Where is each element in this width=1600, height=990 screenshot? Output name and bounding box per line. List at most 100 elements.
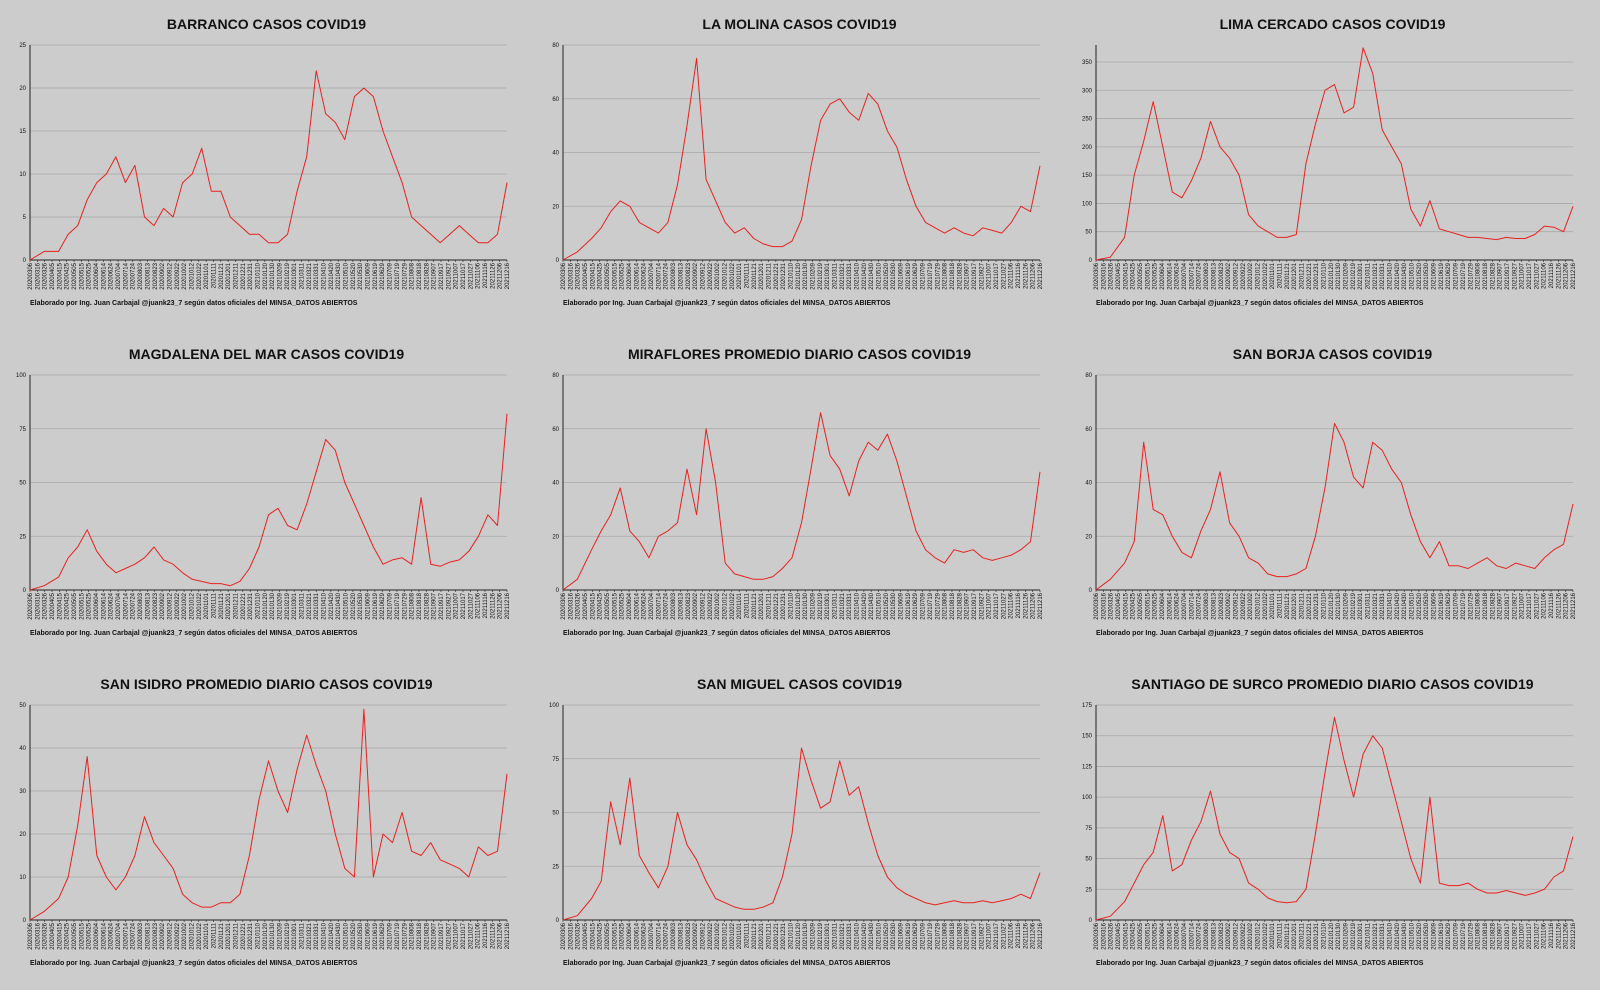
x-tick-label: 20210629	[380, 262, 386, 289]
x-tick-label: 20200306	[1094, 922, 1100, 949]
y-tick-label: 50	[1085, 857, 1092, 863]
x-tick-label: 20200614	[1167, 922, 1173, 949]
x-tick-label: 20200306	[1094, 592, 1100, 619]
x-tick-label: 20200415	[57, 262, 63, 289]
x-tick-label: 20210321	[307, 592, 313, 619]
x-tick-label: 20201221	[774, 592, 780, 619]
x-tick-label: 20200922	[708, 592, 714, 619]
x-tick-label: 20200405	[50, 592, 56, 619]
chart-title: LIMA CERCADO CASOS COVID19	[1219, 16, 1446, 32]
x-tick-label: 20210110	[1321, 592, 1327, 619]
x-tick-label: 20210927	[1512, 922, 1518, 949]
x-tick-label: 20200326	[1109, 262, 1115, 289]
x-tick-label: 20210331	[314, 262, 320, 289]
x-tick-label: 20200425	[1131, 922, 1137, 949]
x-tick-label: 20200515	[79, 592, 85, 619]
x-tick-label: 20200515	[612, 922, 618, 949]
x-tick-label: 20201121	[752, 922, 758, 949]
x-tick-label: 20210301	[292, 262, 298, 289]
x-tick-label: 20211216	[1571, 262, 1577, 289]
x-tick-label: 20210110	[788, 922, 794, 949]
x-tick-label: 20201121	[1285, 262, 1291, 289]
x-tick-label: 20200704	[116, 262, 122, 289]
x-tick-label: 20210209	[278, 592, 284, 619]
x-tick-label: 20200714	[1189, 922, 1195, 949]
x-tick-label: 20211206	[498, 922, 504, 949]
x-tick-label: 20200425	[598, 262, 604, 289]
x-tick-label: 20210130	[270, 592, 276, 619]
y-tick-label: 25	[552, 864, 559, 870]
y-tick-label: 10	[19, 172, 26, 178]
x-tick-label: 20200525	[620, 922, 626, 949]
x-tick-label: 20211007	[454, 592, 460, 619]
x-tick-label: 20200316	[35, 262, 41, 289]
x-tick-label: 20200912	[1233, 262, 1239, 289]
x-tick-label: 20200624	[1175, 262, 1181, 289]
x-tick-label: 20200604	[94, 922, 100, 949]
x-tick-label: 20200505	[72, 262, 78, 289]
x-tick-label: 20201022	[730, 262, 736, 289]
x-tick-label: 20210619	[1439, 922, 1445, 949]
x-tick-label: 20200704	[116, 592, 122, 619]
x-tick-label: 20211017	[461, 262, 467, 289]
y-tick-label: 40	[552, 481, 559, 487]
x-tick-label: 20200704	[116, 922, 122, 949]
x-tick-label: 20200922	[175, 262, 181, 289]
x-tick-label: 20211126	[1023, 592, 1029, 618]
x-tick-label: 20210828	[424, 262, 430, 289]
x-tick-label: 20210609	[366, 922, 372, 949]
x-tick-label: 20211017	[994, 592, 1000, 619]
x-tick-label: 20211206	[1564, 922, 1570, 949]
x-tick-label: 20211216	[1038, 262, 1044, 289]
x-tick-label: 20210927	[1512, 592, 1518, 619]
x-tick-label: 20210927	[446, 262, 452, 289]
x-tick-label: 20210520	[351, 262, 357, 289]
x-tick-label: 20210917	[1505, 922, 1511, 949]
x-tick-label: 20200803	[138, 922, 144, 949]
x-tick-label: 20201221	[241, 262, 247, 289]
x-tick-label: 20201101	[737, 922, 743, 949]
x-tick-label: 20200515	[79, 922, 85, 949]
source-note: Elaborado por Ing. Juan Carbajal @juank2…	[1096, 300, 1424, 307]
y-tick-label: 150	[1082, 734, 1093, 740]
x-tick-label: 20210430	[869, 922, 875, 949]
x-tick-label: 20210907	[1498, 592, 1504, 619]
source-note: Elaborado por Ing. Juan Carbajal @juank2…	[563, 960, 891, 967]
x-tick-label: 20200515	[612, 592, 618, 619]
x-tick-label: 20210629	[913, 922, 919, 949]
x-tick-label: 20210209	[811, 262, 817, 289]
x-tick-label: 20201012	[189, 922, 195, 949]
x-tick-label: 20211126	[490, 922, 496, 948]
x-tick-label: 20211116	[1016, 262, 1022, 288]
x-tick-label: 20210530	[891, 592, 897, 619]
x-tick-label: 20201221	[774, 922, 780, 949]
x-tick-label: 20200505	[605, 262, 611, 289]
x-tick-label: 20211017	[1527, 922, 1533, 949]
source-note: Elaborado por Ing. Juan Carbajal @juank2…	[563, 300, 891, 307]
x-tick-label: 20210219	[1351, 922, 1357, 949]
x-tick-label: 20200724	[1197, 262, 1203, 289]
x-tick-label: 20201002	[715, 262, 721, 289]
x-tick-label: 20201022	[730, 922, 736, 949]
x-tick-label: 20210321	[840, 592, 846, 619]
y-tick-label: 25	[1085, 887, 1092, 893]
x-tick-label: 20210301	[1358, 922, 1364, 949]
x-tick-label: 20200604	[1160, 262, 1166, 289]
x-tick-label: 20200704	[649, 922, 655, 949]
x-tick-label: 20210709	[921, 262, 927, 289]
x-tick-label: 20201231	[1314, 922, 1320, 949]
x-tick-label: 20201022	[1263, 922, 1269, 949]
x-tick-label: 20200326	[576, 922, 582, 949]
y-tick-label: 40	[552, 151, 559, 157]
x-tick-label: 20210410	[322, 922, 328, 949]
y-tick-label: 60	[1085, 427, 1092, 433]
x-tick-label: 20210828	[1490, 262, 1496, 289]
x-tick-label: 20200902	[160, 592, 166, 619]
x-tick-label: 20200724	[664, 592, 670, 619]
x-tick-label: 20201002	[715, 592, 721, 619]
x-tick-label: 20200823	[153, 592, 159, 619]
x-tick-label: 20200624	[642, 922, 648, 949]
x-tick-label: 20201231	[1314, 262, 1320, 289]
x-tick-label: 20200604	[627, 592, 633, 619]
